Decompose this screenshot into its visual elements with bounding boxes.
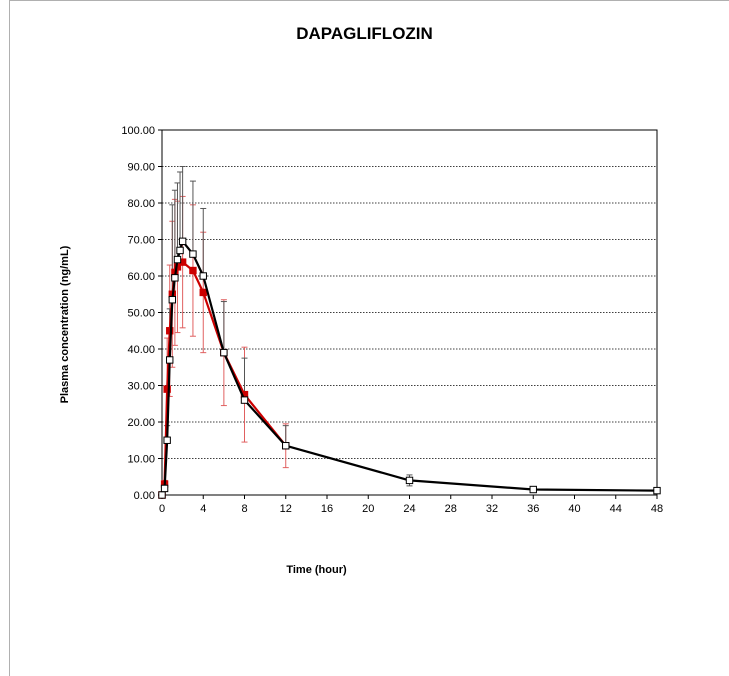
y-axis-title: Plasma concentration (ng/mL) <box>59 245 71 403</box>
data-point <box>405 476 414 485</box>
data-point <box>166 327 174 335</box>
x-tick-label: 48 <box>651 503 663 515</box>
x-tick-label: 28 <box>445 503 457 515</box>
y-tick-label: 70.00 <box>127 235 155 247</box>
data-point <box>282 442 290 450</box>
y-tick-label: 90.00 <box>127 162 155 174</box>
y-tick-label: 30.00 <box>127 381 155 393</box>
x-tick-label: 40 <box>568 503 580 515</box>
data-point <box>199 272 207 280</box>
data-point <box>529 485 537 494</box>
x-tick-label: 4 <box>200 503 206 515</box>
series-2 <box>158 237 661 499</box>
data-point <box>168 296 177 304</box>
x-tick-label: 8 <box>241 503 247 515</box>
data-point <box>176 246 184 255</box>
y-tick-label: 40.00 <box>127 344 155 356</box>
data-point <box>240 396 249 404</box>
x-tick-label: 0 <box>159 503 165 515</box>
x-tick-label: 32 <box>486 503 498 515</box>
gridlines <box>162 166 657 459</box>
y-tick-label: 10.00 <box>127 454 155 466</box>
data-point <box>160 484 169 493</box>
y-tick-label: 60.00 <box>127 271 155 283</box>
data-point <box>653 486 661 495</box>
y-tick-label: 20.00 <box>127 417 155 429</box>
y-tick-label: 0.00 <box>134 490 155 502</box>
data-point <box>166 356 174 364</box>
x-tick-label: 16 <box>321 503 333 515</box>
data-point <box>199 288 207 297</box>
data-point <box>189 250 197 258</box>
data-point <box>171 274 179 282</box>
data-point <box>178 237 187 246</box>
series-2-line <box>160 240 658 496</box>
data-point <box>163 385 171 393</box>
data-point <box>173 255 182 264</box>
data-point <box>189 266 197 275</box>
y-tick-label: 100.00 <box>121 125 155 137</box>
series <box>158 237 661 499</box>
x-axis-title: Time (hour) <box>286 564 347 576</box>
x-tick-label: 20 <box>362 503 374 515</box>
page-frame <box>9 0 729 676</box>
y-tick-label: 80.00 <box>127 198 155 210</box>
data-point <box>163 436 171 444</box>
series-2-errorbars <box>161 166 413 489</box>
x-tick-label: 24 <box>403 503 415 515</box>
axes: 0.00 10.00 20.00 30.00 40.00 50.00 60.00 70.00 8… <box>121 125 663 515</box>
x-tick-label: 36 <box>527 503 539 515</box>
y-tick-label: 50.00 <box>127 308 155 320</box>
x-tick-label: 12 <box>280 503 292 515</box>
error-bars <box>161 166 413 489</box>
data-point <box>220 348 228 357</box>
x-tick-label: 44 <box>610 503 622 515</box>
data-point <box>158 491 166 499</box>
chart-title: DAPAGLIFLOZIN <box>296 24 433 43</box>
